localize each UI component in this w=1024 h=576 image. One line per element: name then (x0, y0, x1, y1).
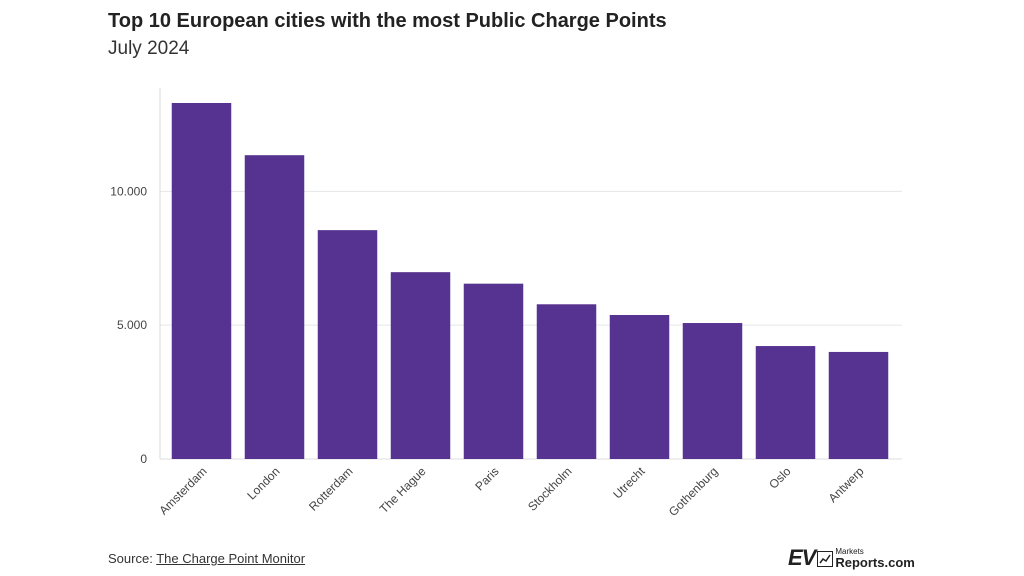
evmarketsreports-logo: EV Markets Reports.com (788, 545, 915, 570)
y-tick-label: 5.000 (117, 318, 147, 332)
bar (536, 304, 597, 459)
logo-reports-text: Reports.com (835, 554, 915, 570)
source-label: Source: (108, 551, 153, 566)
chart-trend-icon (817, 551, 834, 567)
x-tick-label: London (244, 464, 282, 502)
x-tick-label: Antwerp (826, 464, 867, 505)
bar (244, 155, 305, 459)
x-tick-label: Oslo (766, 464, 794, 492)
y-tick-label: 0 (140, 452, 147, 466)
bar (682, 323, 743, 459)
x-tick-label: The Hague (377, 464, 429, 516)
chart-title: Top 10 European cities with the most Pub… (108, 10, 667, 32)
y-tick-label: 10.000 (110, 184, 147, 198)
logo-ev-text: EV (788, 545, 816, 570)
chart-subtitle: July 2024 (108, 38, 190, 59)
x-tick-label: Rotterdam (306, 464, 356, 514)
bar (317, 230, 378, 459)
bar (755, 346, 816, 459)
bar (609, 314, 670, 459)
x-tick-label: Amsterdam (156, 464, 209, 517)
x-tick-label: Stockholm (525, 464, 575, 514)
source-link[interactable]: The Charge Point Monitor (156, 551, 306, 566)
x-tick-label: Utrecht (610, 464, 648, 502)
source-note: Source: The Charge Point Monitor (108, 551, 305, 566)
bar (390, 272, 451, 459)
logo-markets-text: Markets (835, 546, 864, 556)
x-tick-label: Paris (472, 464, 501, 493)
bar (171, 103, 232, 459)
x-tick-label: Gothenburg (666, 464, 721, 519)
bar (463, 283, 524, 459)
bar (828, 351, 889, 459)
